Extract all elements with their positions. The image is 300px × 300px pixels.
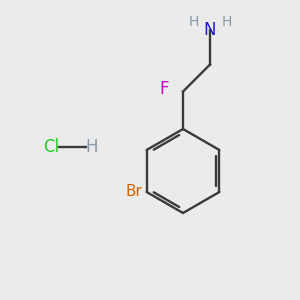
Text: F: F — [160, 80, 169, 98]
Text: N: N — [204, 21, 216, 39]
Text: H: H — [188, 15, 199, 28]
Text: Br: Br — [125, 184, 142, 200]
Text: Cl: Cl — [43, 138, 59, 156]
Text: H: H — [85, 138, 98, 156]
Text: H: H — [221, 15, 232, 28]
